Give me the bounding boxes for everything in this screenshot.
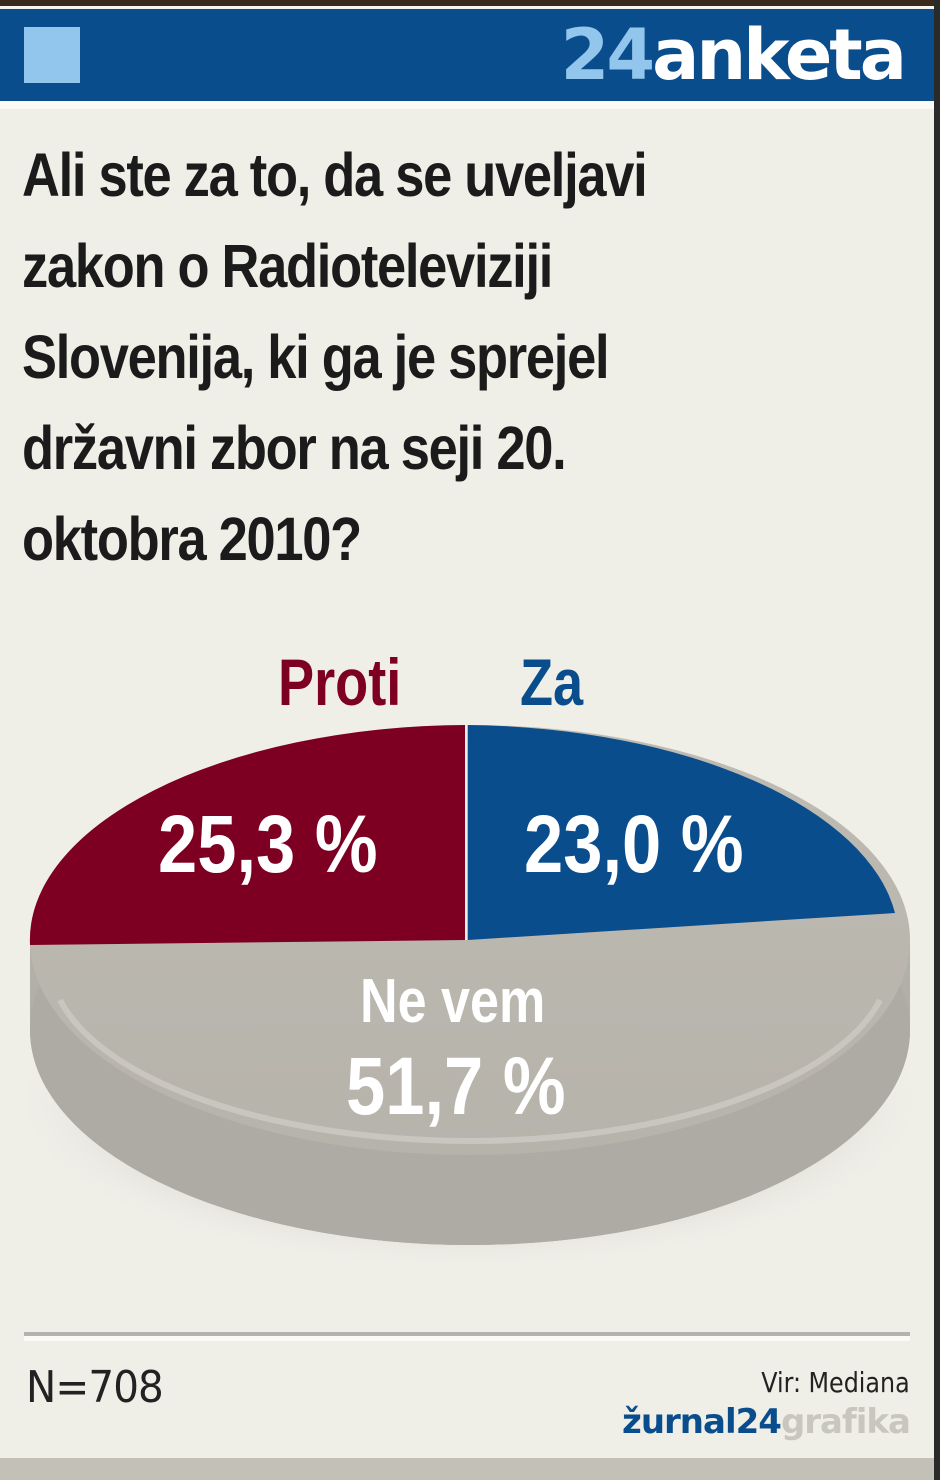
pie-bevel [57, 998, 883, 1144]
pie-graphic [10, 725, 930, 1270]
right-border [934, 0, 940, 1480]
footer-divider [24, 1332, 910, 1336]
question-line: državni zbor na seji 20. [22, 414, 567, 482]
source-credit: Vir: Mediana [761, 1366, 910, 1399]
sample-size: N=708 [26, 1362, 164, 1413]
value-proti: 25,3 % [158, 799, 378, 890]
slice-za [468, 725, 895, 940]
footer-divider-highlight [24, 1336, 910, 1341]
logo-word: anketa [652, 14, 907, 96]
value-ne-vem: 51,7 % [346, 1041, 566, 1132]
brand-logo-secondary: grafika [780, 1402, 911, 1442]
header-band: 24anketa [0, 9, 934, 101]
legend-proti: Proti [278, 645, 402, 719]
bottom-band [0, 1458, 934, 1480]
question-line: Slovenija, ki ga je sprejel [22, 323, 610, 391]
pie-chart [0, 700, 940, 1300]
square-icon [24, 27, 80, 83]
header-logo: 24anketa [560, 13, 907, 97]
logo-number: 24 [560, 14, 655, 96]
value-za: 23,0 % [524, 799, 744, 890]
brand-logo-primary: žurnal24 [622, 1402, 782, 1442]
poll-question: Ali ste za to, da se uveljavi zakon o Ra… [22, 130, 882, 585]
question-line: zakon o Radioteleviziji [22, 232, 553, 300]
legend-za: Za [520, 645, 584, 719]
slice-proti [29, 725, 465, 945]
top-border-highlight [0, 6, 940, 9]
label-ne-vem: Ne vem [360, 967, 546, 1036]
brand-logo: žurnal24grafika [622, 1402, 911, 1442]
header-underline [0, 101, 934, 109]
question-line: Ali ste za to, da se uveljavi [22, 141, 648, 209]
question-line: oktobra 2010? [22, 505, 362, 573]
top-border [0, 0, 940, 6]
